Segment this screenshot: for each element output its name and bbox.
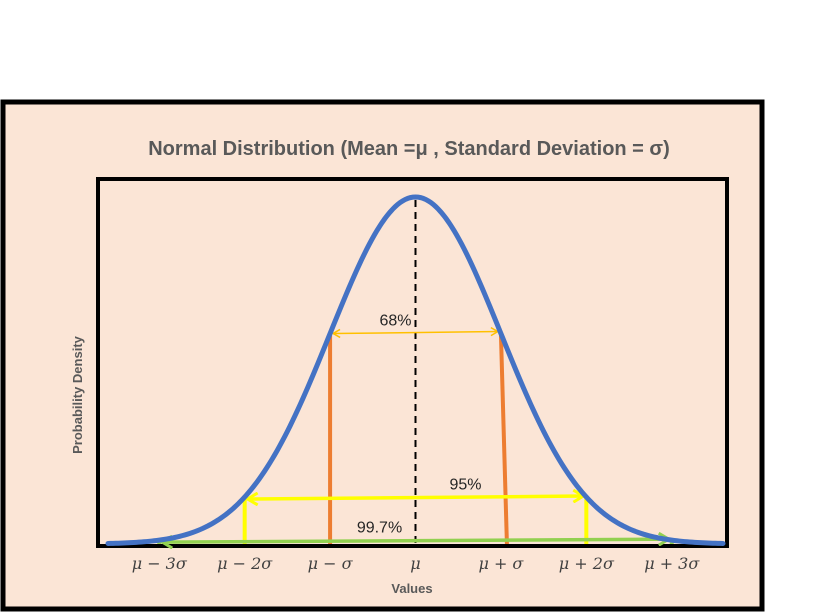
chart-background <box>0 99 765 612</box>
tick-label: μ − σ <box>308 554 354 573</box>
interval-label-68: 68% <box>379 313 411 330</box>
tick-label: μ − 2σ <box>217 554 273 573</box>
interval-arrow-68 <box>331 326 500 339</box>
interval-label-95: 95% <box>449 477 481 494</box>
interval-label-99-7: 99.7% <box>357 520 402 537</box>
interval-arrows <box>162 326 669 543</box>
tick-label: μ + 2σ <box>559 554 615 573</box>
normal-curve <box>105 194 726 546</box>
chart-title: Normal Distribution (Mean =μ , Standard … <box>148 138 670 160</box>
y-axis-label: Probability Density <box>70 335 85 454</box>
interval-line-68-right <box>498 333 509 545</box>
tick-labels: μ − 3σ μ − 2σ μ − σ μ μ + σ μ + 2σ μ + 3σ <box>132 554 701 573</box>
tick-label: μ + 3σ <box>644 554 700 573</box>
tick-label: μ + σ <box>478 554 524 573</box>
tick-label: μ <box>410 554 420 573</box>
x-axis-label: Values <box>391 581 432 596</box>
tick-label: μ − 3σ <box>132 554 188 573</box>
interval-arrow-99-7 <box>162 539 669 542</box>
interval-arrow-95 <box>248 496 584 499</box>
